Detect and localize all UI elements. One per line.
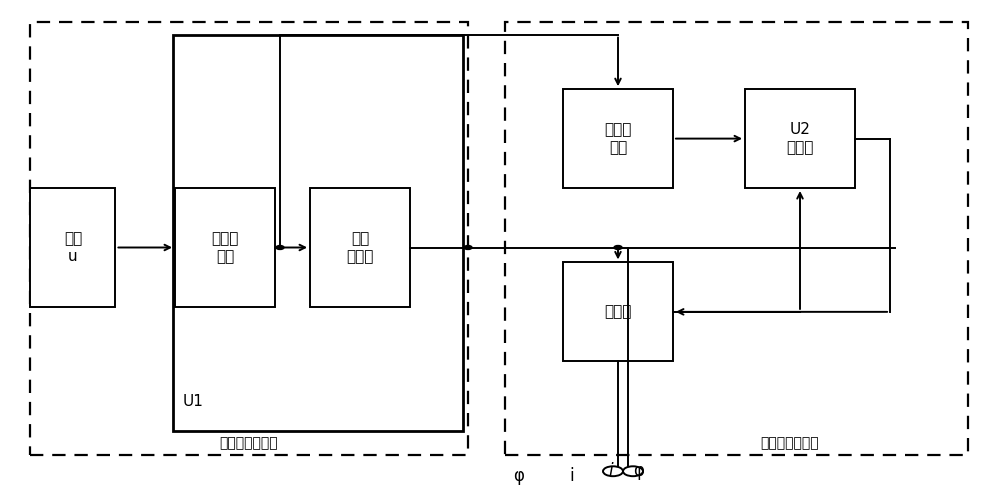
Bar	[30, 188, 115, 307]
Text: U1: U1	[183, 394, 204, 408]
Bar	[173, 35, 463, 431]
Text: 反相
放大器: 反相 放大器	[346, 231, 374, 264]
Text: i: i	[570, 467, 574, 485]
Bar	[310, 188, 410, 307]
Text: 电压
u: 电压 u	[64, 231, 82, 264]
Text: 第二积
分器: 第二积 分器	[604, 122, 632, 155]
Bar	[745, 89, 855, 188]
Text: 加法器: 加法器	[604, 304, 632, 319]
Circle shape	[614, 246, 622, 249]
Bar	[505, 22, 968, 455]
Bar	[563, 89, 673, 188]
Circle shape	[464, 246, 472, 249]
Text: 磁通量产生电路: 磁通量产生电路	[220, 437, 278, 450]
Bar	[175, 188, 275, 307]
Text: i: i	[608, 462, 613, 480]
Text: 忆感器等效电路: 忆感器等效电路	[761, 437, 819, 450]
Text: 第一积
分器: 第一积 分器	[211, 231, 239, 264]
Text: U2
乘法器: U2 乘法器	[786, 122, 814, 155]
Bar	[30, 22, 468, 455]
Text: φ: φ	[513, 467, 524, 485]
Bar	[563, 262, 673, 361]
Text: φ: φ	[633, 462, 644, 480]
Circle shape	[276, 246, 284, 249]
